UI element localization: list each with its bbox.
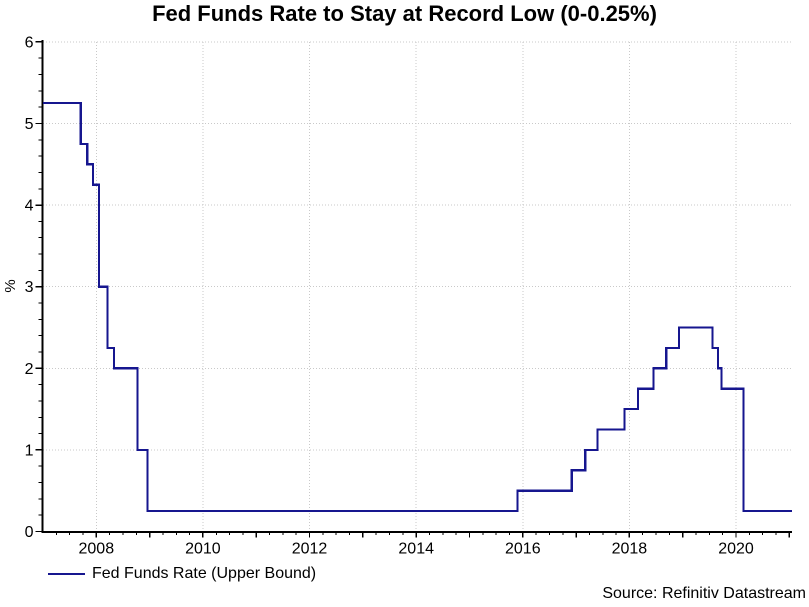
y-tick-label: 1 (25, 442, 34, 459)
x-tick-label: 2014 (398, 541, 434, 558)
legend: Fed Funds Rate (Upper Bound) (48, 565, 316, 583)
y-tick-label: 3 (25, 279, 34, 296)
legend-label: Fed Funds Rate (Upper Bound) (92, 565, 317, 582)
x-tick-label: 2016 (505, 541, 541, 558)
data-line (43, 102, 792, 513)
chart-title: Fed Funds Rate to Stay at Record Low (0-… (152, 1, 657, 26)
source-credit: Source: Refinitiv Datastream (602, 585, 806, 602)
x-tick-label: 2010 (185, 541, 221, 558)
x-tick-label: 2018 (612, 541, 648, 558)
y-tick-label: 6 (25, 34, 34, 51)
x-tick-label: 2008 (79, 541, 115, 558)
y-tick-label: 0 (25, 524, 34, 541)
legend-line-swatch (48, 573, 85, 575)
y-tick-label: 2 (25, 361, 34, 378)
y-tick-label: 4 (25, 198, 34, 215)
x-tick-label: 2020 (718, 541, 754, 558)
y-axis-label: % (1, 279, 19, 293)
y-tick-label: 5 (25, 116, 34, 133)
x-tick-label: 2012 (292, 541, 328, 558)
